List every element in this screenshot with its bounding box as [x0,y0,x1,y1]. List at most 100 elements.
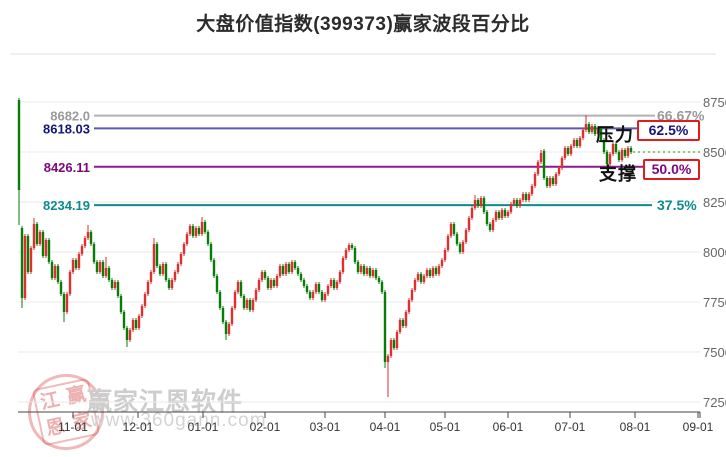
y-axis-label: 8000 [703,245,726,260]
candle-body [548,178,552,186]
candle-body [272,280,276,286]
x-axis-label: 03-01 [310,420,341,434]
candle-body [50,262,54,278]
candle-body [248,300,252,310]
candle-body [239,282,243,296]
x-axis-label: 08-01 [620,420,651,434]
candle-body [512,200,516,204]
candle-body [614,144,618,152]
level-price-label: 8682.0 [50,109,90,124]
candle-body [152,244,156,272]
candle-body [473,200,477,208]
candle-body [443,250,447,260]
candle-body [407,300,411,312]
candle-body [53,266,57,278]
candle-body [335,282,339,288]
candle-body [515,200,519,206]
candle-body [116,282,120,296]
candle-body [113,282,117,288]
candle-body [68,272,72,294]
x-axis-label: 09-01 [683,420,714,434]
resistance-value-badge: 62.5% [637,120,700,141]
candle-body [560,158,564,168]
candle-body [170,280,174,288]
y-axis-label: 8250 [703,195,726,210]
candle-body [608,154,612,164]
candle-body [23,236,27,298]
candle-body [38,232,42,244]
candle-body [44,240,48,256]
candle-body [299,274,303,280]
candle-body [80,246,84,254]
candle-body [554,174,558,184]
candle-body [77,254,81,268]
y-axis-label: 7500 [703,345,726,360]
candle-body [185,234,189,244]
candle-body [209,244,213,260]
candle-body [347,245,351,250]
candle-body [497,212,501,218]
candle-body [311,292,315,298]
candle-body [575,140,579,146]
candle-body [590,126,594,132]
candle-body [377,278,381,282]
candle-body [32,224,36,248]
candle-body [107,268,111,280]
candle-body [413,280,417,290]
candle-body [599,128,603,140]
candle-body [584,124,588,130]
level-pct-label: 37.5% [657,197,697,213]
x-axis-label: 05-01 [430,420,461,434]
candle-body [491,220,495,230]
candle-body [368,268,372,276]
x-axis-label: 02-01 [250,420,281,434]
candle-body [236,282,240,292]
y-axis-label: 7750 [703,295,726,310]
candle-body [566,148,570,154]
candle-body [119,296,123,312]
candle-body [365,268,369,274]
candle-body [254,290,258,300]
candle-body [305,286,309,292]
candle-body [521,194,525,200]
candle-body [488,224,492,230]
candle-body [143,294,147,306]
candle-body [485,212,489,224]
candle-body [65,294,69,312]
candle-body [416,274,420,280]
candle-body [620,150,624,160]
candle-body [449,224,453,236]
candle-body [611,144,615,154]
candle-body [290,262,294,272]
candle-body [362,266,366,274]
candle-body [167,280,171,288]
candle-body [338,272,342,282]
candle-body [293,262,297,268]
x-axis-label: 04-01 [370,420,401,434]
candle-body [401,320,405,326]
candle-body [149,272,153,282]
level-pct-label: 66.67% [657,108,705,124]
candle-body [173,272,177,280]
candle-body [479,198,483,206]
candle-body [221,308,225,322]
candle-body [179,254,183,264]
candle-body [281,266,285,274]
level-price-label: 8426.11 [44,160,90,175]
candle-body [533,174,537,186]
candle-body [83,238,87,246]
support-value-badge: 50.0% [643,159,700,180]
candle-body [71,260,75,272]
y-axis-label: 8750 [703,95,726,110]
candle-body [536,162,540,174]
candle-body [476,200,480,206]
candle-body [62,294,66,312]
candle-body [140,306,144,316]
candle-body [260,272,264,280]
candle-body [317,284,321,292]
candle-body [329,280,333,286]
candle-body [95,262,99,272]
candle-body [182,244,186,254]
candle-body [302,280,306,286]
